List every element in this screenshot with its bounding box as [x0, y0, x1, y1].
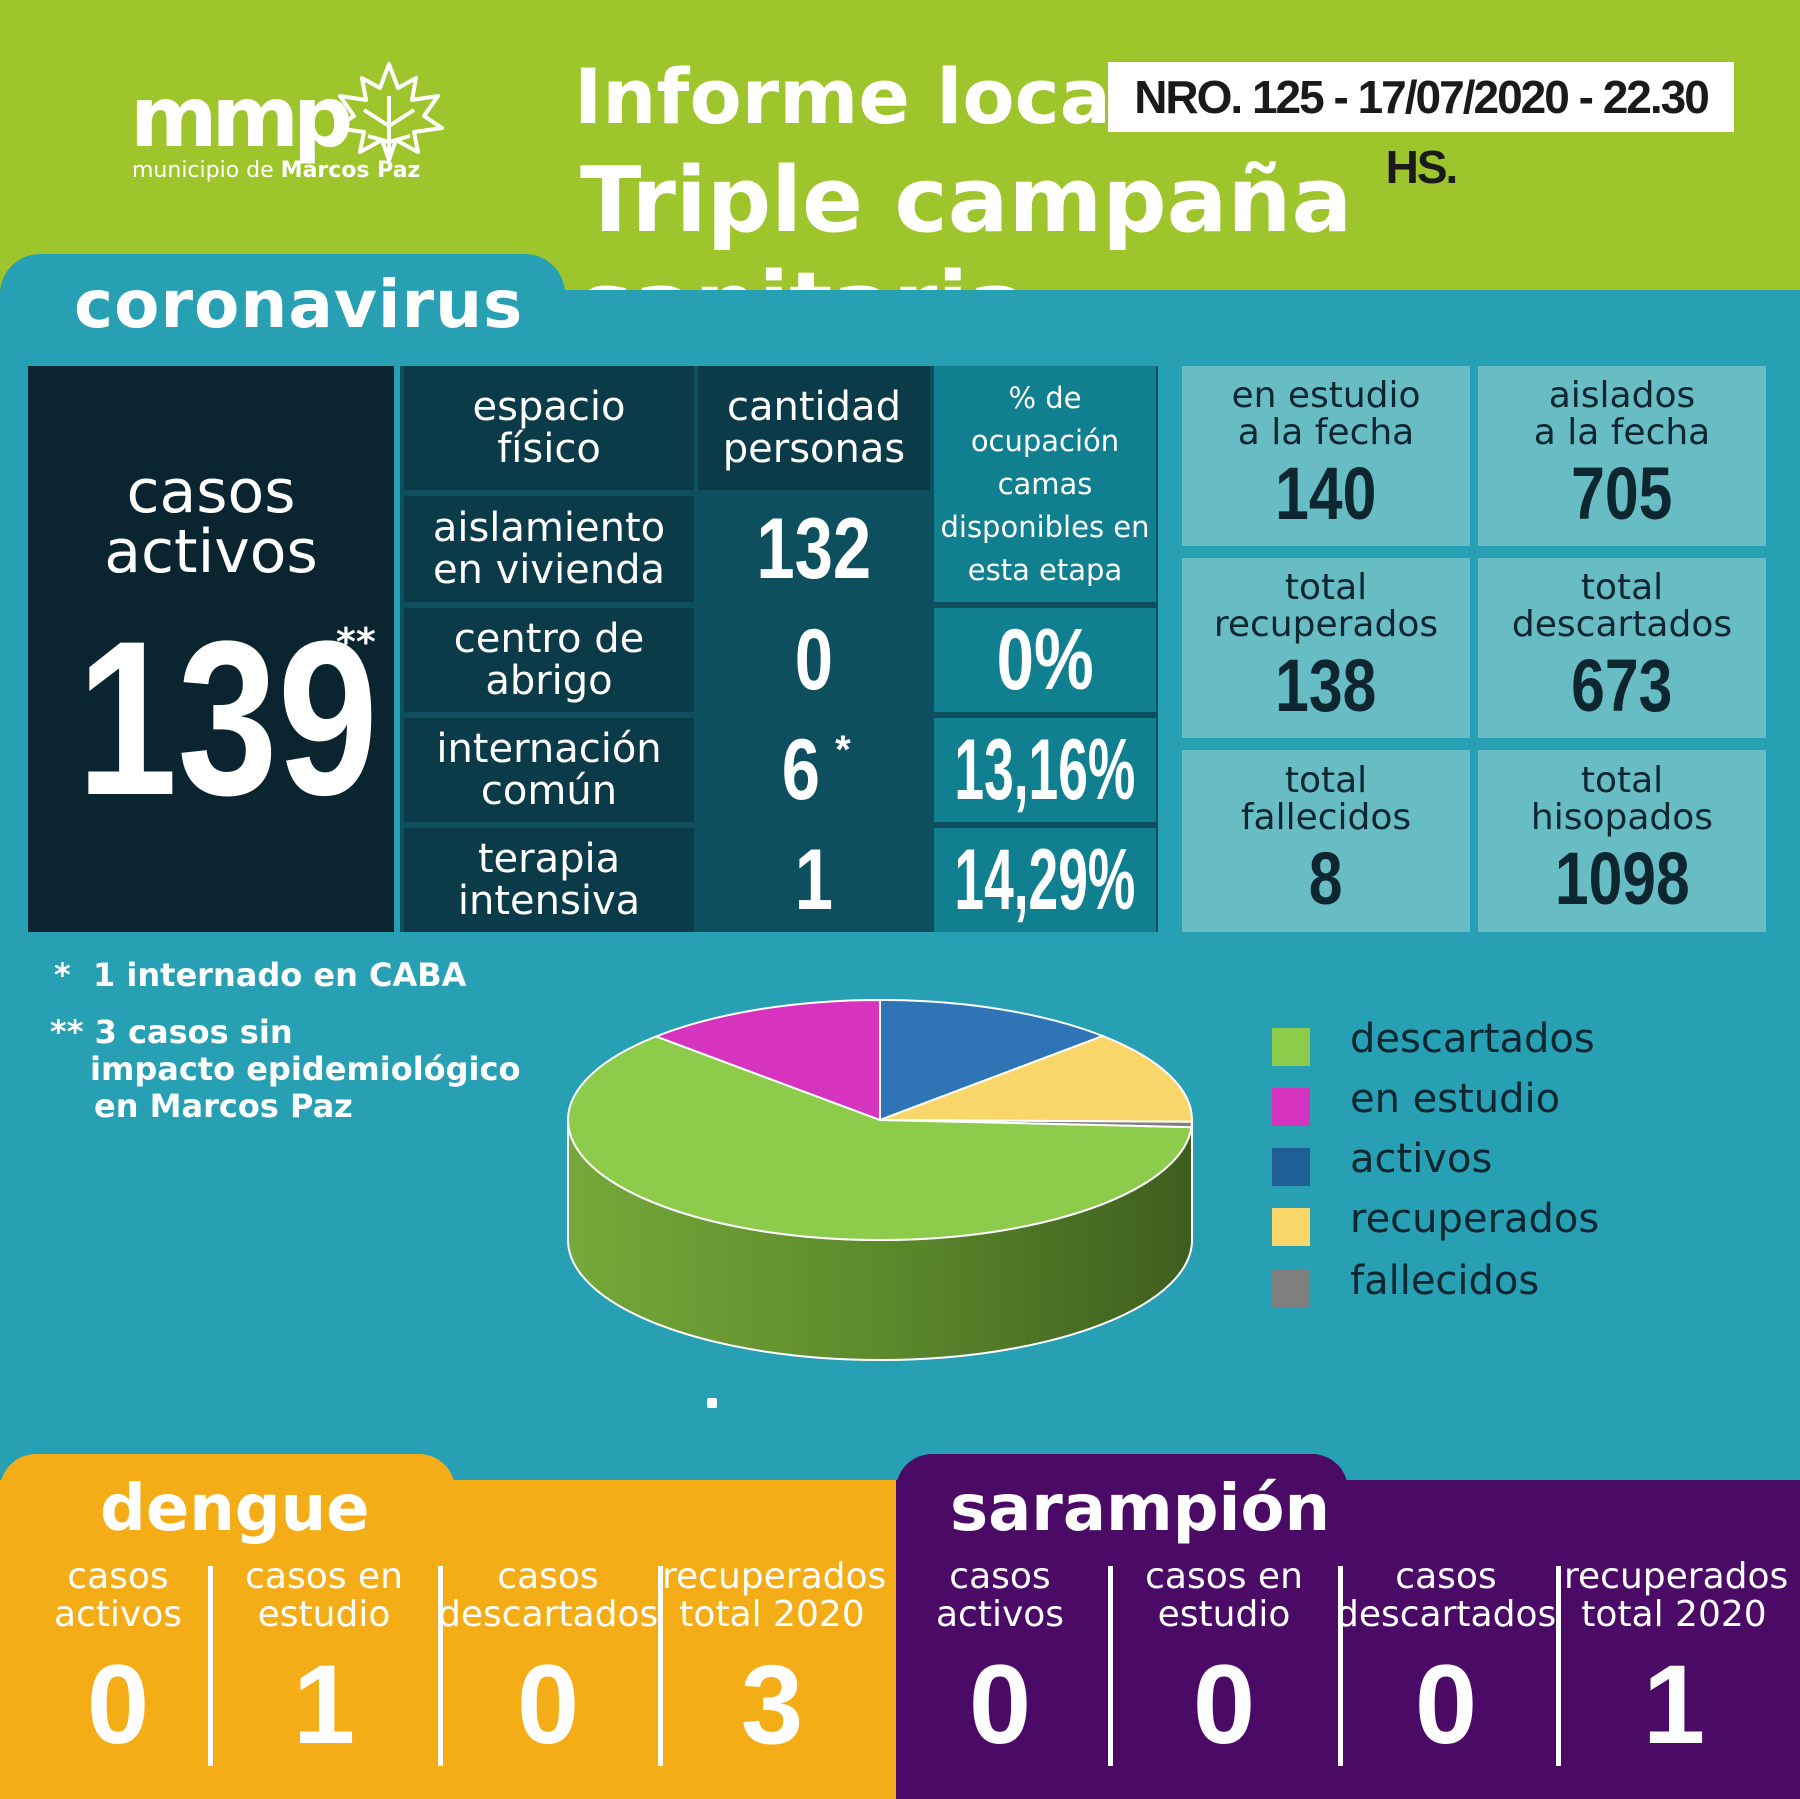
pie-slice-en-estudio [653, 998, 881, 1122]
sarampion-stat-label: casos activos [935, 1556, 1065, 1635]
dengue-stat-value: 0 [516, 1642, 580, 1767]
pie-slice-activos [879, 998, 1106, 1122]
report-title: Informe local [574, 52, 1137, 141]
active-cases-label: casos activos [104, 457, 318, 587]
legend-label-fallecidos: fallecidos [1350, 1258, 1540, 1304]
row-shelter-label: centro de abrigo [404, 608, 694, 712]
row-intensive-care-label: terapia intensiva [404, 828, 694, 932]
dengue-stat-value: 0 [86, 1642, 150, 1767]
stat-total-discarded: total descartados 673 [1478, 558, 1766, 738]
legend-label-descartados: descartados [1350, 1016, 1595, 1062]
dengue-tab [0, 1454, 455, 1514]
sarampion-stat-value: 0 [1414, 1642, 1478, 1767]
pie-slice-descartados [567, 1035, 1193, 1241]
row-common-hospitalization-qty: 6 * [698, 718, 930, 822]
sarampion-stat-label: casos descartados [1336, 1556, 1557, 1635]
coronavirus-tab [0, 254, 565, 344]
row-intensive-care-pct: 14,29% [934, 828, 1156, 932]
active-cases-mark: ** [336, 620, 376, 664]
chart-dot [707, 1398, 717, 1408]
stat-under-study: en estudio a la fecha 140 [1182, 366, 1470, 546]
dengue-title: dengue [100, 1472, 370, 1546]
note-cases-outside: ** 3 casos sin impacto epidemiológico en… [50, 1013, 521, 1125]
legend-swatch-en-estudio [1272, 1088, 1310, 1126]
sarampion-stat-value: 0 [1192, 1642, 1256, 1767]
measles-tab [896, 1454, 1348, 1514]
coronavirus-title: coronavirus [74, 266, 524, 343]
dengue-section [0, 1480, 900, 1799]
sarampion-divider [1338, 1566, 1343, 1766]
row-intensive-care-qty: 1 [698, 828, 930, 932]
legend-label-activos: activos [1350, 1136, 1493, 1182]
report-number-badge: NRO. 125 - 17/07/2020 - 22.30 HS. [1108, 62, 1734, 193]
legend-swatch-fallecidos [1272, 1270, 1310, 1308]
header-occupancy: % de ocupación camas disponibles en esta… [934, 366, 1156, 602]
header-space: espacio físico [404, 366, 694, 490]
row-home-isolation-qty: 132 [698, 496, 930, 602]
row-common-hospitalization-pct: 13,16% [934, 718, 1156, 822]
legend-swatch-recuperados [1272, 1208, 1310, 1246]
cases-pie-chart [567, 998, 1194, 1361]
header-banner [0, 0, 1800, 290]
sarampion-stat-label: recuperados total 2020 [1564, 1556, 1789, 1635]
stat-total-deceased: total fallecidos 8 [1182, 750, 1470, 932]
dengue-stat-label: casos descartados [438, 1556, 659, 1635]
logo-subtitle: municipio de Marcos Paz [132, 158, 421, 183]
sarampion-stat-value: 1 [1642, 1642, 1706, 1767]
measles-section [896, 1480, 1800, 1799]
sarampion-stat-value: 0 [968, 1642, 1032, 1767]
dengue-stat-label: casos en estudio [245, 1556, 403, 1635]
dengue-divider [658, 1566, 663, 1766]
legend-swatch-descartados [1272, 1028, 1310, 1066]
legend-swatch-activos [1272, 1148, 1310, 1186]
sarampion-stat-label: casos en estudio [1145, 1556, 1303, 1635]
row-home-isolation-label: aislamiento en vivienda [404, 496, 694, 602]
header-quantity: cantidad personas [698, 366, 930, 490]
dengue-stat-label: recuperados total 2020 [662, 1556, 887, 1635]
stat-isolated: aislados a la fecha 705 [1478, 366, 1766, 546]
legend-label-recuperados: recuperados [1350, 1196, 1600, 1242]
pie-slice-recuperados [879, 1034, 1193, 1123]
dengue-stat-value: 3 [740, 1642, 804, 1767]
sarampion-divider [1556, 1566, 1561, 1766]
sarampion-divider [1108, 1566, 1113, 1766]
active-cases-value: 139 [77, 595, 378, 841]
dengue-divider [438, 1566, 443, 1766]
leaf-logo-icon [334, 62, 444, 162]
row-shelter-qty: 0 [698, 608, 930, 712]
stat-total-swabs: total hisopados 1098 [1478, 750, 1766, 932]
stat-total-recovered: total recuperados 138 [1182, 558, 1470, 738]
logo-text: mmp [130, 68, 353, 166]
dengue-divider [208, 1566, 213, 1766]
dengue-stat-label: casos activos [53, 1556, 183, 1635]
active-cases-box [28, 366, 394, 932]
legend-label-en-estudio: en estudio [1350, 1076, 1561, 1122]
note-hospitalized: * 1 internado en CABA [54, 956, 467, 994]
row-common-hospitalization-label: internación común [404, 718, 694, 822]
row-shelter-pct: 0% [934, 608, 1156, 712]
hospitalization-mark: * [835, 728, 851, 772]
measles-title: sarampión [950, 1472, 1330, 1546]
dengue-stat-value: 1 [292, 1642, 356, 1767]
